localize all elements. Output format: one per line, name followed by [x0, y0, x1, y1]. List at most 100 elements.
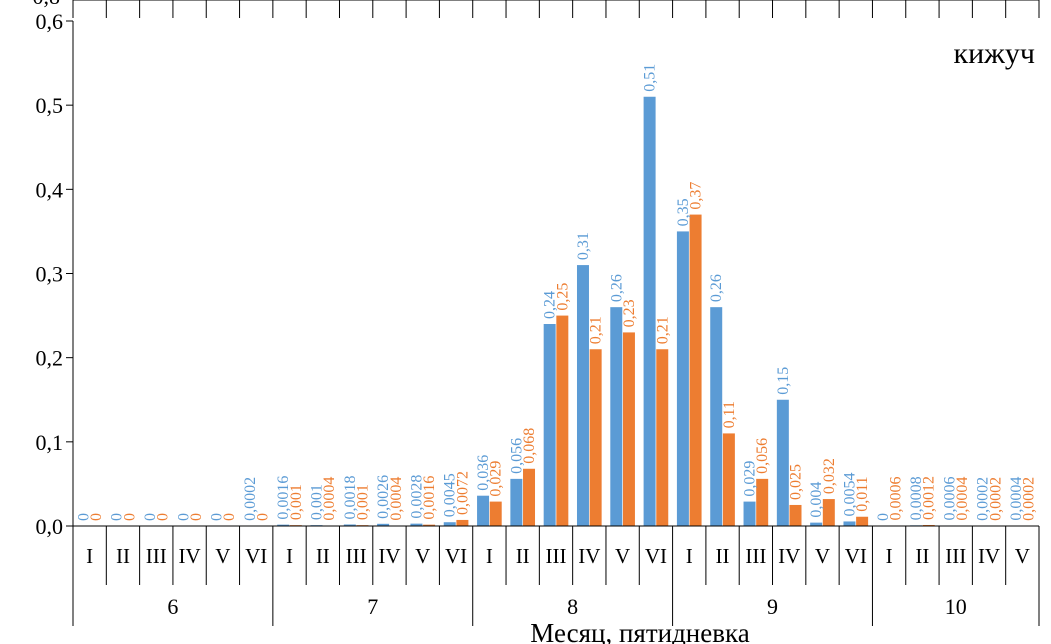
- y-tick-label: 0,2: [36, 346, 64, 371]
- month-label: 8: [567, 594, 578, 619]
- data-label-series-1: 0,029: [742, 461, 759, 497]
- data-label-series-2: 0,0002: [1021, 477, 1038, 521]
- category-label: III: [546, 544, 567, 568]
- category-label: II: [516, 544, 530, 568]
- category-label: V: [415, 544, 430, 568]
- data-label-series-2: 0,0004: [954, 477, 971, 521]
- bar-series-1: [643, 96, 656, 526]
- bar-series-1: [843, 521, 856, 526]
- category-label: IV: [778, 544, 800, 568]
- data-label-series-2: 0: [121, 513, 138, 521]
- data-label-series-1: 0,35: [675, 198, 692, 226]
- bar-series-1: [610, 307, 623, 526]
- data-label-series-2: 0,068: [521, 428, 538, 464]
- data-label-series-2: 0,0016: [421, 476, 438, 520]
- data-label-series-1: 0,004: [808, 482, 825, 518]
- bars: [243, 96, 1035, 527]
- y-tick-label: 0,0: [36, 514, 64, 539]
- bar-series-1: [377, 523, 390, 526]
- category-label: III: [945, 544, 966, 568]
- data-label-series-1: 0,0054: [841, 472, 858, 516]
- data-label-series-1: 0,15: [775, 367, 792, 395]
- data-label-series-1: 0,0002: [242, 477, 259, 521]
- data-label-series-1: 0,51: [642, 64, 659, 92]
- month-label: 9: [767, 594, 778, 619]
- chart-panel-label: кижуч: [954, 37, 1035, 70]
- bar-series-2: [589, 349, 602, 526]
- data-label-series-2: 0,0012: [921, 476, 938, 520]
- month-label: 7: [367, 594, 378, 619]
- data-label-series-2: 0,0004: [321, 477, 338, 521]
- data-label-series-2: 0,029: [488, 461, 505, 497]
- data-label-series-2: 0,0002: [987, 477, 1004, 521]
- data-labels: 0 0 0 0 0 0,0002 0,0016 0,001 0,0018 0,0026 0,0028…: [75, 64, 1037, 521]
- data-label-series-2: 0,21: [654, 316, 671, 344]
- data-label-series-2: 0,11: [721, 401, 738, 428]
- data-label-series-1: 0,24: [542, 291, 559, 319]
- data-label-series-1: 0,0008: [908, 476, 925, 520]
- bar-series-2: [556, 315, 569, 526]
- bar-series-2: [423, 524, 436, 526]
- category-label: V: [215, 544, 230, 568]
- bar-series-2: [922, 524, 935, 526]
- y-tick-label: 0,4: [36, 177, 64, 202]
- data-label-series-2: 0: [255, 513, 272, 521]
- bar-series-1: [410, 523, 423, 526]
- y-tick-label: 0,3: [36, 262, 64, 287]
- bar-series-2: [622, 332, 635, 526]
- data-label-series-1: 0: [75, 513, 92, 521]
- data-label-series-2: 0: [221, 513, 238, 521]
- bar-series-2: [456, 519, 469, 526]
- data-label-series-1: 0,31: [575, 232, 592, 260]
- category-label: VI: [445, 544, 467, 568]
- y-tick-label: 0,6: [36, 9, 64, 34]
- data-label-series-1: 0,0016: [275, 476, 292, 520]
- data-label-series-2: 0,011: [854, 476, 871, 511]
- category-label: VI: [645, 544, 667, 568]
- data-label-series-2: 0,001: [354, 484, 371, 520]
- category-label: IV: [578, 544, 600, 568]
- category-label: III: [346, 544, 367, 568]
- bar-series-1: [543, 324, 556, 526]
- data-label-series-2: 0: [155, 513, 172, 521]
- category-label: II: [915, 544, 929, 568]
- clipped-tick-label: 0,8: [33, 0, 61, 9]
- bar-series-1: [743, 501, 756, 526]
- category-label: I: [286, 544, 293, 568]
- data-label-series-2: 0,0006: [887, 476, 904, 520]
- data-label-series-1: 0,26: [708, 274, 725, 302]
- top-clipped-axis: [72, 0, 1040, 18]
- bar-series-1: [576, 265, 589, 526]
- bar-series-1: [776, 399, 789, 526]
- data-label-series-1: 0: [142, 513, 159, 521]
- bar-series-2: [722, 433, 735, 526]
- category-label: I: [86, 544, 93, 568]
- data-label-series-2: 0,032: [821, 458, 838, 494]
- bar-series-1: [710, 307, 723, 526]
- category-label: I: [686, 544, 693, 568]
- category-label: I: [486, 544, 493, 568]
- data-label-series-1: 0,036: [475, 455, 492, 491]
- category-label: VI: [845, 544, 867, 568]
- data-label-series-1: 0,0004: [1008, 477, 1025, 521]
- y-tick-label: 0,5: [36, 93, 64, 118]
- data-label-series-1: 0: [209, 513, 226, 521]
- y-axis: 0,0 0,1 0,2 0,3 0,4 0,5 0,6: [36, 9, 74, 539]
- bar-series-1: [443, 522, 456, 526]
- category-label: II: [716, 544, 730, 568]
- category-label: IV: [978, 544, 1000, 568]
- bar-series-2: [789, 504, 802, 526]
- bar-series-2: [856, 516, 869, 526]
- data-label-series-1: 0,001: [308, 484, 325, 520]
- bar-series-1: [343, 524, 356, 526]
- data-label-series-2: 0,0004: [388, 477, 405, 521]
- category-label: V: [615, 544, 630, 568]
- data-label-series-2: 0,056: [754, 438, 771, 474]
- data-label-series-1: 0,0028: [408, 475, 425, 519]
- category-label: IV: [179, 544, 201, 568]
- category-label: V: [815, 544, 830, 568]
- bar-series-1: [810, 522, 823, 526]
- data-label-series-2: 0,25: [554, 283, 571, 311]
- bar-series-2: [756, 478, 769, 526]
